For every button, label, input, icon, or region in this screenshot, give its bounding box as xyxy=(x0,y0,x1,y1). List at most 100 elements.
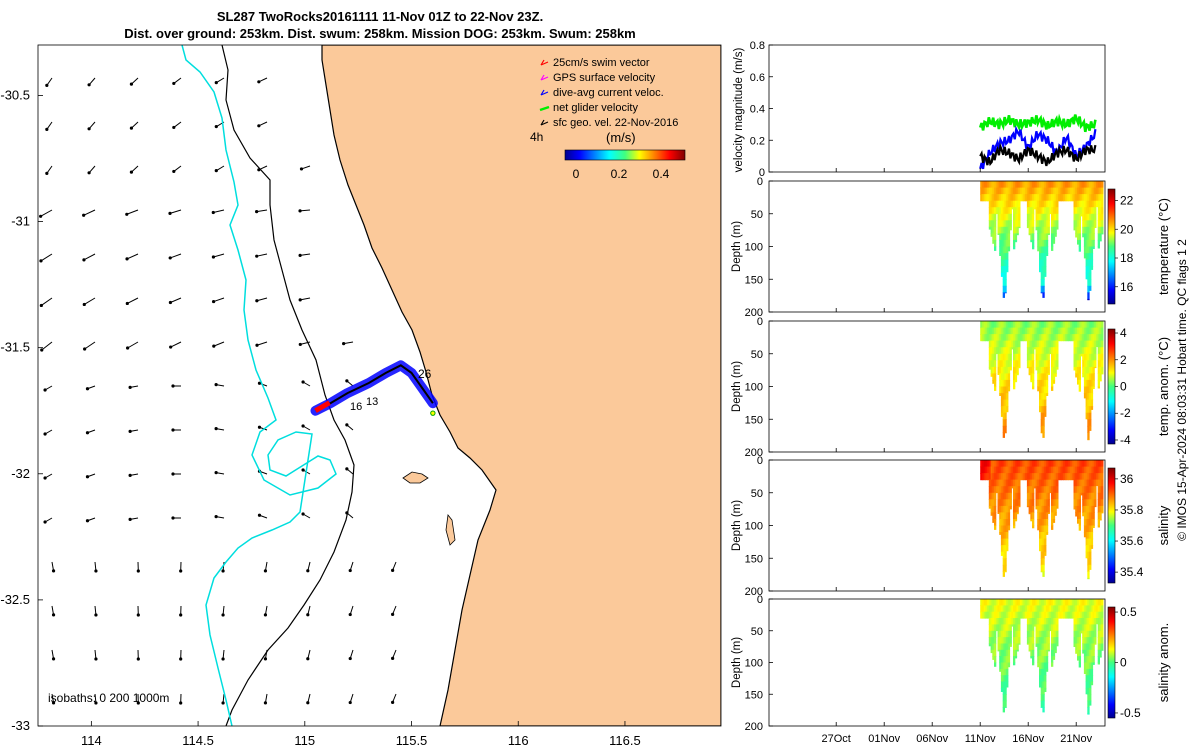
section-cell xyxy=(1000,611,1004,619)
section-cell xyxy=(1042,181,1045,189)
section-cell xyxy=(1089,545,1092,553)
section-cell xyxy=(1094,637,1097,645)
section-cell xyxy=(1042,675,1045,683)
section-cell xyxy=(1054,499,1057,507)
section-cell xyxy=(1092,187,1095,195)
section-cell xyxy=(1040,558,1043,566)
section-cell xyxy=(1014,599,1018,606)
section-cell xyxy=(1011,479,1014,487)
section-cell xyxy=(1044,239,1047,248)
section-cell xyxy=(1077,643,1080,651)
section-cell xyxy=(1039,259,1042,267)
section-cell xyxy=(1040,432,1043,434)
section-cell xyxy=(1047,630,1050,638)
section-cell xyxy=(1007,194,1011,202)
section-cell xyxy=(1083,624,1087,632)
section-cell xyxy=(1042,207,1045,215)
section-cell xyxy=(1033,611,1037,619)
section-cell xyxy=(1002,519,1005,527)
section-cell xyxy=(1000,545,1004,553)
section-cell xyxy=(1090,624,1094,632)
section-cell xyxy=(1075,492,1078,500)
section-cell xyxy=(1059,321,1062,329)
section-cell xyxy=(1045,624,1049,632)
section-cell xyxy=(1092,194,1095,202)
section-cell xyxy=(1039,605,1042,613)
section-cell xyxy=(1026,624,1030,632)
section-cell xyxy=(1004,425,1007,433)
section-cell xyxy=(1040,412,1043,420)
section-cell xyxy=(1078,386,1081,392)
colorbar-tick-label: 16 xyxy=(1120,280,1134,294)
section-cell xyxy=(1019,473,1023,481)
section-cell xyxy=(1028,194,1031,202)
section-cell xyxy=(999,393,1002,396)
depth-tick-label: 0 xyxy=(757,594,763,606)
section-cell xyxy=(1047,213,1050,221)
section-cell xyxy=(1037,466,1040,474)
section-cell xyxy=(1033,486,1037,489)
section-cell xyxy=(1039,492,1042,500)
section-cell xyxy=(1063,611,1066,619)
section-cell xyxy=(1077,233,1080,241)
velocity-arrow xyxy=(128,385,139,389)
section-cell xyxy=(1045,466,1049,474)
section-cell xyxy=(1097,473,1100,481)
section-cell xyxy=(1000,327,1004,335)
section-cell xyxy=(1071,327,1075,335)
section-cell xyxy=(1052,611,1056,619)
section-cell xyxy=(1006,220,1009,228)
section-cell xyxy=(1002,668,1005,676)
section-cell xyxy=(1004,399,1007,407)
section-cell xyxy=(1018,360,1021,368)
section-cell xyxy=(1007,473,1011,481)
section-cell xyxy=(1064,599,1068,606)
section-cell xyxy=(999,321,1002,329)
section-cell xyxy=(980,181,983,189)
section-cell xyxy=(1018,321,1021,329)
section-cell xyxy=(1078,525,1081,531)
section-cell xyxy=(1016,512,1019,515)
section-cell xyxy=(990,366,993,374)
section-cell xyxy=(1040,545,1043,553)
section-cell xyxy=(1032,220,1035,228)
section-cell xyxy=(1007,512,1011,520)
track-label-26: 26 xyxy=(418,367,432,381)
section-cell xyxy=(1042,292,1045,298)
section-cell xyxy=(997,492,1000,500)
section-cell xyxy=(988,194,992,202)
section-cell xyxy=(1004,181,1007,189)
section-cell xyxy=(1063,460,1066,468)
section-colorbar xyxy=(1107,467,1116,584)
section-cell xyxy=(1028,499,1031,507)
velocity-arrow xyxy=(85,473,96,479)
section-cell xyxy=(1073,618,1076,625)
section-cell xyxy=(1037,656,1040,664)
section-cell xyxy=(1051,233,1054,241)
section-cell xyxy=(1030,512,1033,520)
velocity-arrow xyxy=(171,472,181,476)
section-cell xyxy=(1085,545,1088,553)
section-cell xyxy=(1071,321,1075,329)
section-cell xyxy=(1071,187,1075,195)
colorbar-tick-label: -4 xyxy=(1120,433,1131,447)
section-cell xyxy=(1004,239,1007,248)
section-cell xyxy=(1090,347,1094,355)
section-cell xyxy=(1092,505,1095,513)
section-cell xyxy=(1002,213,1005,221)
section-cell xyxy=(1006,200,1009,208)
section-cell xyxy=(1009,334,1012,342)
section-cell xyxy=(1000,599,1004,606)
section-cell xyxy=(1016,200,1019,208)
section-cell xyxy=(1077,200,1080,208)
section-cell xyxy=(1032,207,1035,215)
section-cell xyxy=(997,643,1000,651)
section-cell xyxy=(1028,321,1031,329)
section-cell xyxy=(1064,321,1068,329)
section-cell xyxy=(1037,618,1040,625)
section-cell xyxy=(1044,353,1047,361)
section-cell xyxy=(999,181,1002,189)
section-cell xyxy=(1002,643,1005,651)
section-cell xyxy=(1039,200,1042,208)
section-cell xyxy=(1051,360,1054,368)
